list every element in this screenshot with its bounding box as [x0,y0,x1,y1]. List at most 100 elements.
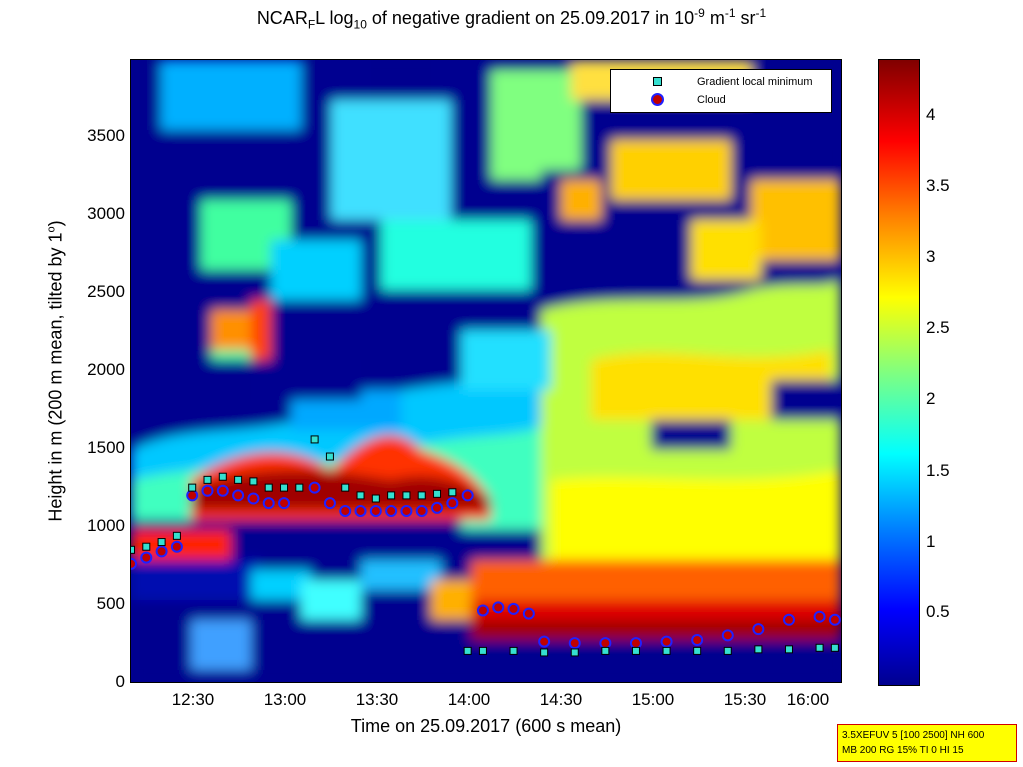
cloud-marker [415,504,428,517]
gradient-minimum-marker [249,477,258,486]
y-tick-label: 3500 [87,126,125,145]
colorbar-tick-label: 2 [926,389,936,408]
y-tick-label: 2000 [87,360,125,379]
gradient-minimum-marker [295,483,304,492]
cloud-marker [201,484,214,497]
cloud-marker [446,497,459,510]
colorbar-tick-label: 4 [926,105,936,124]
gradient-minimum-marker [540,648,549,657]
legend: Gradient local minimum Cloud [610,69,832,113]
cloud-marker [339,504,352,517]
x-tick-label: 14:30 [539,690,583,709]
cloud-marker [216,484,229,497]
colorbar [878,59,920,686]
square-marker-icon [653,77,662,86]
cloud-marker [782,613,795,626]
gradient-minimum-marker [142,542,151,551]
colorbar-tick-label: 1.5 [926,461,950,480]
gradient-minimum-marker [172,531,181,540]
cloud-marker [369,504,382,517]
cloud-marker [721,629,734,642]
y-tick-label: 500 [96,594,125,613]
x-axis-label: Time on 25.09.2017 (600 s mean) [350,716,622,736]
cloud-marker [507,602,520,615]
cloud-marker [323,497,336,510]
legend-item-gradient: Gradient local minimum [611,72,831,92]
x-tick-label: 15:00 [631,690,675,709]
cloud-marker [476,604,489,617]
cloud-marker [691,634,704,647]
gradient-minimum-marker [433,489,442,498]
gradient-minimum-marker [157,538,166,547]
gradient-minimum-marker [387,491,396,500]
cloud-marker [308,481,321,494]
legend-item-cloud: Cloud [611,90,831,110]
y-tick-label: 0 [115,672,125,691]
background-field [131,60,841,682]
y-axis-label: Height in m (200 m mean, tilted by 1o) [45,220,66,522]
cloud-marker [522,607,535,620]
heatmap-svg [131,60,841,682]
gradient-minimum-marker [662,646,671,655]
gradient-minimum-marker [417,491,426,500]
gradient-minimum-marker [356,491,365,500]
gradient-minimum-marker [264,483,273,492]
cloud-marker [262,497,275,510]
gradient-minimum-marker [310,435,319,444]
parameter-info-box: 3.5XEFUV 5 [100 2500] NH 600 MB 200 RG 1… [837,724,1017,762]
circle-marker-icon [651,93,664,106]
cloud-marker [568,637,581,650]
gradient-minimum-marker [341,483,350,492]
gradient-minimum-marker [631,646,640,655]
colorbar-tick-label: 2.5 [926,318,950,337]
gradient-minimum-marker [570,648,579,657]
gradient-minimum-marker [830,643,839,652]
x-tick-label: 15:30 [723,690,767,709]
cloud-marker [140,551,153,564]
y-tick-label: 3000 [87,204,125,223]
cloud-marker [232,489,245,502]
x-tick-label: 13:00 [263,690,307,709]
gradient-minimum-marker [188,483,197,492]
gradient-minimum-marker [815,643,824,652]
plot-area [130,59,842,683]
x-tick-label: 14:00 [447,690,491,709]
cloud-marker [538,635,551,648]
cloud-marker [247,492,260,505]
cloud-marker [131,557,137,570]
gradient-minimum-marker [203,475,212,484]
gradient-minimum-marker [402,491,411,500]
cloud-marker [155,545,168,558]
cloud-marker [431,501,444,514]
cloud-marker [752,623,765,636]
gradient-minimum-marker [478,646,487,655]
gradient-minimum-marker [784,645,793,654]
colorbar-tick-label: 1 [926,532,936,551]
cloud-marker [400,504,413,517]
cloud-marker [813,610,826,623]
chart-title: NCARFL log10 of negative gradient on 25.… [256,6,767,32]
legend-label: Gradient local minimum [697,76,813,88]
y-tick-label: 1500 [87,438,125,457]
gradient-minimum-marker [218,472,227,481]
legend-label: Cloud [697,94,726,106]
cloud-marker [186,489,199,502]
gradient-minimum-marker [509,646,518,655]
cloud-marker [278,497,291,510]
colorbar-tick-label: 3.5 [926,176,950,195]
cloud-marker [170,540,183,553]
cloud-marker [385,504,398,517]
gradient-minimum-marker [131,545,135,554]
gradient-minimum-marker [448,488,457,497]
cloud-marker [660,635,673,648]
gradient-minimum-marker [723,646,732,655]
gradient-minimum-marker [693,646,702,655]
gradient-minimum-marker [463,646,472,655]
x-tick-label: 13:30 [355,690,399,709]
info-line-1: 3.5XEFUV 5 [100 2500] NH 600 [842,730,985,741]
gradient-minimum-marker [371,494,380,503]
x-tick-label: 12:30 [171,690,215,709]
cloud-marker [354,504,367,517]
info-line-2: MB 200 RG 15% TI 0 HI 15 [842,745,964,756]
cloud-marker [828,613,841,626]
